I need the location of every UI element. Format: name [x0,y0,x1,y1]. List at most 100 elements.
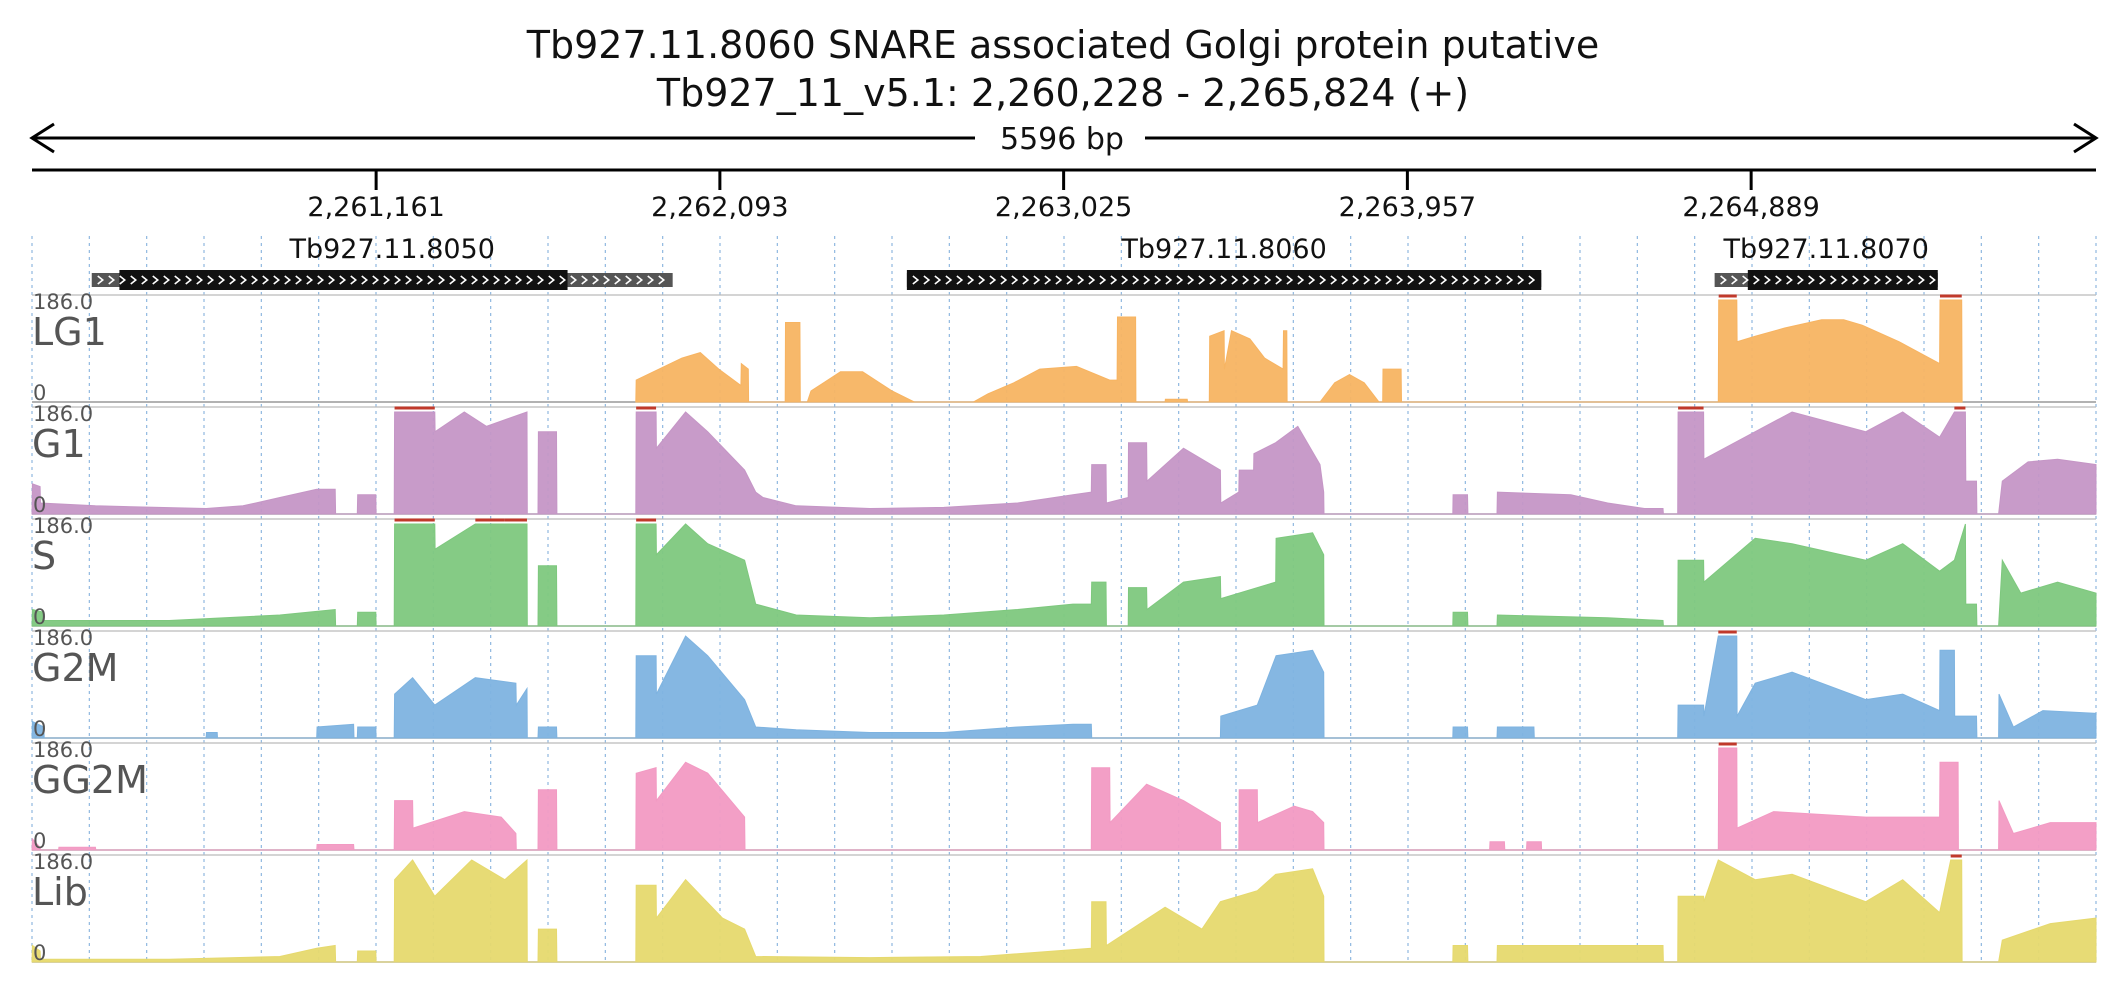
strand-chevron [1797,275,1804,285]
track-name: S [32,534,56,578]
strand-chevron [1528,275,1536,285]
strand-chevron [1907,275,1914,285]
strand-chevron [1808,275,1815,285]
strand-chevron [934,275,942,285]
strand-chevron [945,275,953,285]
strand-chevron [1731,275,1738,285]
strand-chevron [97,275,105,285]
track-name: LG1 [32,310,107,354]
arrow-left-head [29,122,55,154]
strand-chevron [1176,275,1184,285]
strand-chevron [1830,275,1837,285]
strand-chevron [273,275,281,285]
strand-chevron [989,275,997,285]
strand-chevron [1396,275,1404,285]
strand-chevron [1753,275,1760,285]
strand-chevron [548,275,556,285]
strand-chevron [1852,275,1859,285]
strand-chevron [1451,275,1459,285]
strand-chevron [1918,275,1925,285]
coordinate-axis-ticks: 2,261,161 2,262,093 2,263,025 2,263,957 2,26… [307,170,1820,223]
strand-chevron [405,275,413,285]
strand-chevron [1896,275,1903,285]
region-length-label: 5596 bp [1000,122,1124,157]
strand-chevron [1253,275,1261,285]
strand-chevron [1055,275,1063,285]
strand-chevron [1775,275,1782,285]
strand-chevron [141,275,149,285]
strand-chevron [614,275,622,285]
axis-tick-label: 2,263,025 [995,192,1132,223]
gene-annotation-track: Tb927.11.8050 Tb927.11.8060 Tb927.11.8070 [91,234,1938,290]
arrow-right-head [2073,122,2099,154]
track-scale-max: 186.0 [33,850,93,874]
axis-tick-label: 2,264,889 [1682,192,1819,223]
strand-chevron [317,275,325,285]
gene-name-label: Tb927.11.8070 [1722,234,1928,265]
strand-chevron [119,275,127,285]
coverage-area [31,635,2097,739]
strand-chevron [383,275,391,285]
gene-name-label: Tb927.11.8060 [1120,234,1326,265]
track-scale-min: 0 [33,717,46,741]
strand-chevron [361,275,369,285]
strand-chevron [581,275,589,285]
strand-chevron [1374,275,1382,285]
strand-chevron [262,275,270,285]
strand-chevron [1286,275,1294,285]
strand-chevron [1165,275,1173,285]
strand-chevron [923,275,931,285]
strand-chevron [1154,275,1162,285]
strand-chevron [306,275,314,285]
strand-chevron [592,275,600,285]
strand-chevron [218,275,226,285]
region-length-arrow: 5596 bp [29,122,2099,157]
strand-chevron [108,275,116,285]
strand-chevron [1786,275,1793,285]
strand-chevron [647,275,655,285]
coverage-area [31,858,2097,963]
strand-chevron [1473,275,1481,285]
strand-chevron [526,275,534,285]
strand-chevron [1429,275,1437,285]
strand-chevron [416,275,424,285]
gene-model: Tb927.11.8060 [906,234,1542,290]
strand-chevron [570,275,578,285]
strand-chevron [1264,275,1272,285]
strand-chevron [1874,275,1881,285]
strand-chevron [427,275,435,285]
strand-chevron [1110,275,1118,285]
strand-chevron [1341,275,1349,285]
strand-chevron [1363,275,1371,285]
strand-chevron [1099,275,1107,285]
strand-chevron [1022,275,1030,285]
strand-chevron [449,275,457,285]
strand-chevron [438,275,446,285]
strand-chevron [1033,275,1041,285]
axis-tick-label: 2,263,957 [1339,192,1476,223]
strand-chevron [1517,275,1525,285]
strand-chevron [1863,275,1870,285]
strand-chevron [1209,275,1217,285]
strand-chevron [1440,275,1448,285]
gene-model: Tb927.11.8070 [1714,234,1938,290]
track-scale-max: 186.0 [33,626,93,650]
strand-chevron [559,275,567,285]
track-scale-max: 186.0 [33,290,93,314]
strand-chevron [1330,275,1338,285]
strand-chevron [1143,275,1151,285]
strand-chevron [1297,275,1305,285]
strand-chevron [471,275,479,285]
strand-chevron [339,275,347,285]
strand-chevron [1462,275,1470,285]
strand-chevron [174,275,182,285]
strand-chevron [152,275,160,285]
strand-chevron [1242,275,1250,285]
strand-chevron [295,275,303,285]
track-scale-min: 0 [33,381,46,405]
strand-chevron [493,275,501,285]
track-name: G1 [32,422,86,466]
strand-chevron [163,275,171,285]
